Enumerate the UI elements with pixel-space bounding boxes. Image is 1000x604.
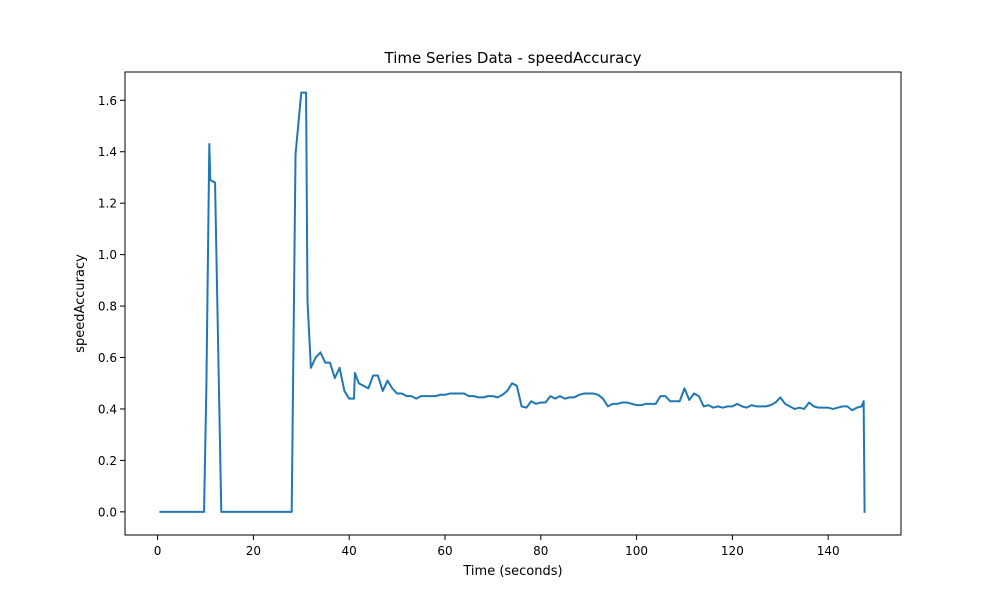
y-tick-label: 0.0 [98, 505, 117, 519]
plot-area-background [125, 72, 901, 535]
x-tick-label: 140 [817, 544, 840, 558]
y-tick-label: 0.6 [98, 351, 117, 365]
x-axis-label: Time (seconds) [462, 564, 562, 579]
y-tick-label: 1.2 [98, 197, 117, 211]
y-axis-label: speedAccuracy [73, 254, 88, 353]
series-line [159, 91, 866, 513]
y-tick-label: 1.4 [98, 145, 117, 159]
y-tick-label: 0.4 [98, 402, 117, 416]
plot-frame [124, 71, 902, 536]
chart-title: Time Series Data - speedAccuracy [384, 49, 642, 67]
x-tick-label: 40 [342, 544, 357, 558]
x-tick-label: 20 [246, 544, 261, 558]
y-axis-ticks: 0.0 0.2 0.4 0.6 0.8 1.0 1.2 1.4 1.6 [98, 94, 125, 519]
y-tick-label: 0.8 [98, 300, 117, 314]
x-tick-label: 60 [437, 544, 452, 558]
y-tick-label: 0.2 [98, 454, 117, 468]
series-layer [159, 91, 866, 513]
x-tick-label: 80 [533, 544, 548, 558]
y-tick-label: 1.6 [98, 94, 117, 108]
y-tick-label: 1.0 [98, 248, 117, 262]
x-tick-label: 120 [721, 544, 744, 558]
x-axis-ticks: 0 20 40 60 80 100 120 140 [154, 535, 840, 558]
x-tick-label: 100 [625, 544, 648, 558]
x-tick-label: 0 [154, 544, 162, 558]
